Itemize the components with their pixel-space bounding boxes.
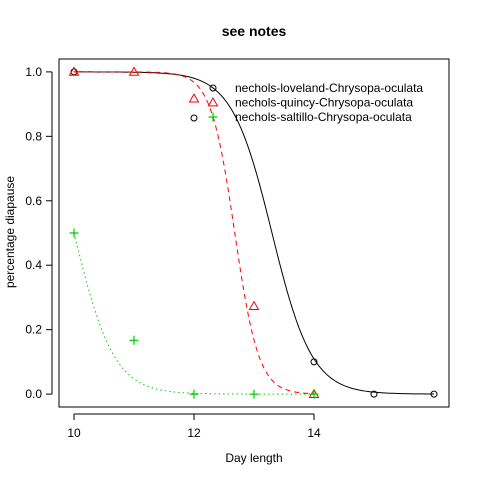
- data-point: [129, 335, 139, 345]
- y-tick-label: 0.0: [25, 387, 42, 401]
- data-point: [310, 358, 318, 366]
- legend-marker: [207, 96, 219, 107]
- data-point: [69, 228, 79, 238]
- y-tick-label: 0.6: [25, 194, 42, 208]
- axes-layer: 10 12 14 0.0 0.2 0.4 0.6 0.8 1.0: [25, 65, 321, 440]
- legend-marker: [209, 84, 217, 92]
- data-point: [188, 93, 200, 103]
- data-point: [248, 300, 260, 311]
- x-tick-label: 14: [307, 426, 321, 440]
- data-point: [249, 389, 259, 399]
- y-tick-label: 1.0: [25, 65, 42, 79]
- data-point: [128, 66, 140, 76]
- y-tick-label: 0.4: [25, 258, 42, 272]
- fit-curve: [74, 71, 315, 395]
- data-point: [189, 389, 199, 399]
- legend-label: nechols-quincy-Chrysopa-oculata: [235, 96, 413, 110]
- legend-marker: [208, 112, 218, 122]
- x-tick-label: 10: [67, 426, 81, 440]
- fit-curve: [74, 71, 435, 395]
- data-points: [68, 66, 438, 399]
- data-point: [370, 390, 378, 398]
- fit-curve: [73, 232, 314, 395]
- y-axis-label: percentage diapause: [3, 176, 17, 288]
- x-tick-label: 12: [187, 426, 201, 440]
- legend: nechols-loveland-Chrysopa-oculatanechols…: [207, 81, 423, 124]
- y-tick-label: 0.2: [25, 323, 42, 337]
- legend-label: nechols-loveland-Chrysopa-oculata: [235, 81, 423, 95]
- data-point: [190, 114, 198, 122]
- data-point: [68, 66, 80, 76]
- chart-title: see notes: [222, 23, 287, 39]
- data-point: [430, 390, 438, 398]
- data-point: [309, 389, 319, 399]
- legend-label: nechols-saltillo-Chrysopa-oculata: [235, 110, 412, 124]
- y-tick-label: 0.8: [25, 129, 42, 143]
- x-axis-label: Day length: [225, 451, 282, 465]
- plot-frame: [58, 58, 450, 408]
- fitted-curves: [73, 71, 435, 395]
